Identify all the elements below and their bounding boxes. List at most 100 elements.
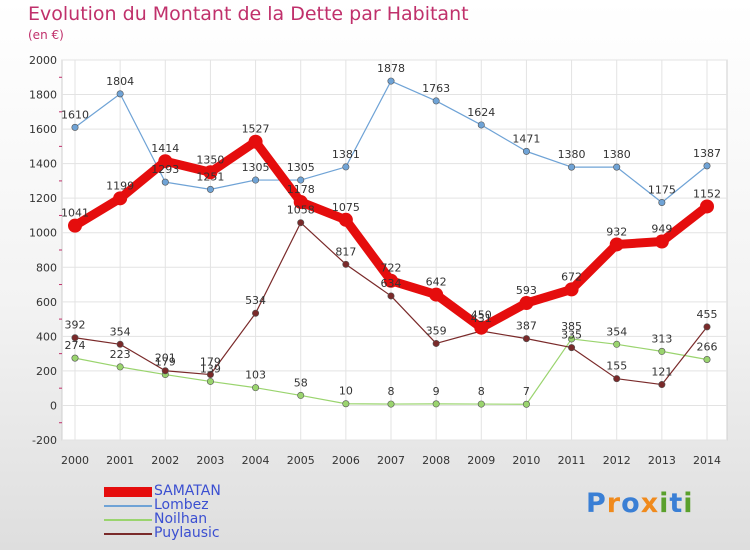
logo-letter: i (659, 488, 670, 519)
data-label: 1387 (693, 147, 721, 160)
data-point (654, 234, 669, 249)
data-label: 139 (200, 362, 221, 375)
legend-label: Lombez (154, 497, 209, 513)
data-label: 201 (155, 352, 176, 365)
data-label: 1293 (151, 163, 179, 176)
data-point (387, 400, 395, 408)
data-label: 817 (335, 245, 356, 258)
data-point (477, 400, 485, 408)
data-label: 593 (516, 284, 537, 297)
x-tick-label: 2001 (106, 454, 134, 467)
data-label: 672 (561, 270, 582, 283)
data-label: 1610 (61, 108, 89, 121)
data-point (206, 185, 214, 193)
x-tick-label: 2000 (61, 454, 89, 467)
logo-letter: t (669, 488, 684, 519)
data-label: 949 (651, 223, 672, 236)
data-label: 1763 (422, 82, 450, 95)
data-label: 9 (433, 385, 440, 398)
data-label: 354 (606, 325, 627, 338)
y-tick-label: 1400 (29, 158, 57, 171)
data-point (703, 323, 711, 331)
data-point (700, 199, 714, 214)
x-tick-label: 2004 (242, 454, 270, 467)
data-point (293, 194, 308, 209)
data-point (297, 176, 305, 184)
data-label: 354 (110, 325, 131, 338)
data-label: 1380 (603, 148, 631, 161)
data-point (206, 371, 214, 379)
x-tick-label: 2003 (196, 454, 224, 467)
data-label: 10 (339, 385, 353, 398)
data-point (116, 340, 124, 348)
data-point (568, 335, 576, 343)
data-label: 450 (471, 309, 492, 322)
data-label: 359 (426, 324, 447, 337)
y-tick-label: 1200 (29, 192, 57, 205)
x-tick-label: 2006 (332, 454, 360, 467)
data-point (161, 178, 169, 186)
data-point (613, 375, 621, 383)
logo-letter: x (640, 488, 660, 519)
data-label: 1251 (196, 170, 224, 183)
data-point (564, 282, 579, 297)
y-tick-label: 400 (36, 330, 57, 343)
x-tick-label: 2002 (151, 454, 179, 467)
x-tick-label: 2014 (693, 454, 721, 467)
data-point (342, 163, 350, 171)
data-point (387, 292, 395, 300)
data-label: 313 (651, 332, 672, 345)
data-point (68, 218, 82, 233)
data-label: 155 (606, 360, 627, 373)
data-label: 1199 (106, 179, 134, 192)
data-label: 1178 (287, 183, 315, 196)
data-point (338, 212, 353, 227)
data-point (658, 199, 666, 207)
data-label: 7 (523, 385, 530, 398)
data-label: 223 (110, 348, 131, 361)
logo-letter: P (586, 488, 607, 519)
data-point (658, 381, 666, 389)
data-label: 1058 (287, 204, 315, 217)
data-point (703, 356, 711, 364)
data-point (477, 121, 485, 129)
data-label: 58 (294, 376, 308, 389)
data-label: 179 (155, 356, 176, 369)
x-tick-label: 2007 (377, 454, 405, 467)
data-label: 1804 (106, 75, 134, 88)
y-tick-label: 1600 (29, 123, 57, 136)
data-point (161, 367, 169, 375)
data-point (384, 273, 398, 288)
data-point (432, 97, 440, 105)
data-point (568, 163, 576, 171)
data-point (522, 400, 530, 408)
data-label: 1381 (332, 148, 360, 161)
data-point (158, 154, 173, 169)
y-tick-label: 2000 (29, 54, 57, 67)
data-point (342, 260, 350, 268)
data-point (113, 191, 128, 206)
data-point (387, 77, 395, 85)
data-label: 534 (245, 294, 266, 307)
data-label: 722 (381, 262, 402, 275)
data-label: 392 (65, 319, 86, 332)
data-label: 1152 (693, 187, 721, 200)
x-tick-label: 2012 (603, 454, 631, 467)
x-tick-label: 2005 (287, 454, 315, 467)
data-label: 634 (381, 277, 402, 290)
data-label: 1305 (287, 161, 315, 174)
y-tick-label: 200 (36, 365, 57, 378)
y-tick-label: 800 (36, 261, 57, 274)
data-label: 8 (478, 385, 485, 398)
data-point (519, 296, 534, 311)
data-label: 335 (561, 329, 582, 342)
data-point (71, 334, 79, 342)
data-label: 1527 (242, 123, 270, 136)
data-label: 642 (426, 276, 447, 289)
data-label: 455 (697, 308, 718, 321)
proxiti-logo: Proxiti (586, 488, 694, 519)
data-label: 1041 (61, 207, 89, 220)
x-tick-label: 2011 (558, 454, 586, 467)
x-tick-label: 2013 (648, 454, 676, 467)
logo-letter: r (606, 488, 622, 519)
